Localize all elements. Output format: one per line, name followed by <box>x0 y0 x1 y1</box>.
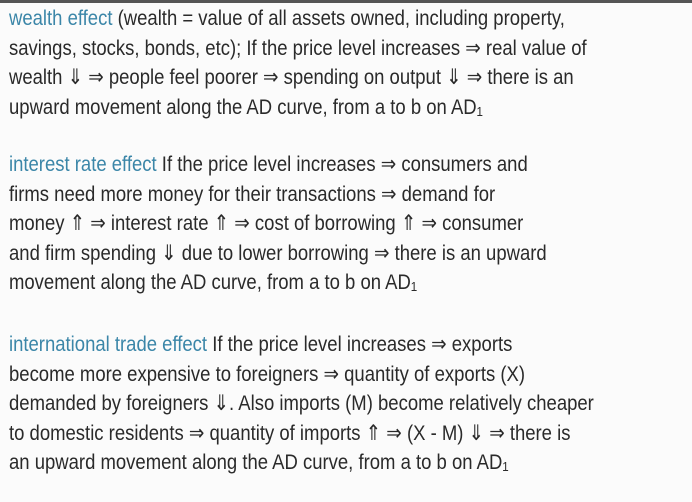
interest-rate-effect-paragraph: interest rate effect If the price level … <box>9 150 634 298</box>
text-line: wealth effect (wealth = value of all ass… <box>9 4 587 34</box>
text-line: international trade effect If the price … <box>9 330 594 360</box>
text-line: and firm spending ⇓ due to lower borrowi… <box>9 240 547 265</box>
text-line: movement along the AD curve, from a to b… <box>9 270 418 294</box>
text-line: demanded by foreigners ⇓. Also imports (… <box>9 391 594 415</box>
text-line: wealth ⇓ ⇒ people feel poorer ⇒ spending… <box>9 65 574 89</box>
text: If the price level increases ⇒ consumers… <box>156 152 528 176</box>
text: If the price level increases ⇒ exports <box>207 332 513 356</box>
text-line: to domestic residents ⇒ quantity of impo… <box>9 420 571 445</box>
term-heading: wealth effect <box>9 6 113 30</box>
wealth-effect-paragraph: wealth effect (wealth = value of all ass… <box>9 4 681 122</box>
top-border <box>0 0 692 3</box>
text-line: upward movement along the AD curve, from… <box>9 94 483 119</box>
text: (wealth = value of all assets owned, inc… <box>112 6 565 30</box>
text-line: firms need more money for their transact… <box>9 181 496 206</box>
text-line: interest rate effect If the price level … <box>9 150 547 180</box>
term-heading: international trade effect <box>9 332 208 356</box>
term-heading: interest rate effect <box>9 152 157 176</box>
text-line: savings, stocks, bonds, etc); If the pri… <box>9 35 587 60</box>
international-trade-effect-paragraph: international trade effect If the price … <box>9 330 689 478</box>
text-line: an upward movement along the AD curve, f… <box>9 450 509 474</box>
text-line: money ⇑ ⇒ interest rate ⇑ ⇒ cost of borr… <box>9 211 524 235</box>
text-line: become more expensive to foreigners ⇒ qu… <box>9 361 525 386</box>
